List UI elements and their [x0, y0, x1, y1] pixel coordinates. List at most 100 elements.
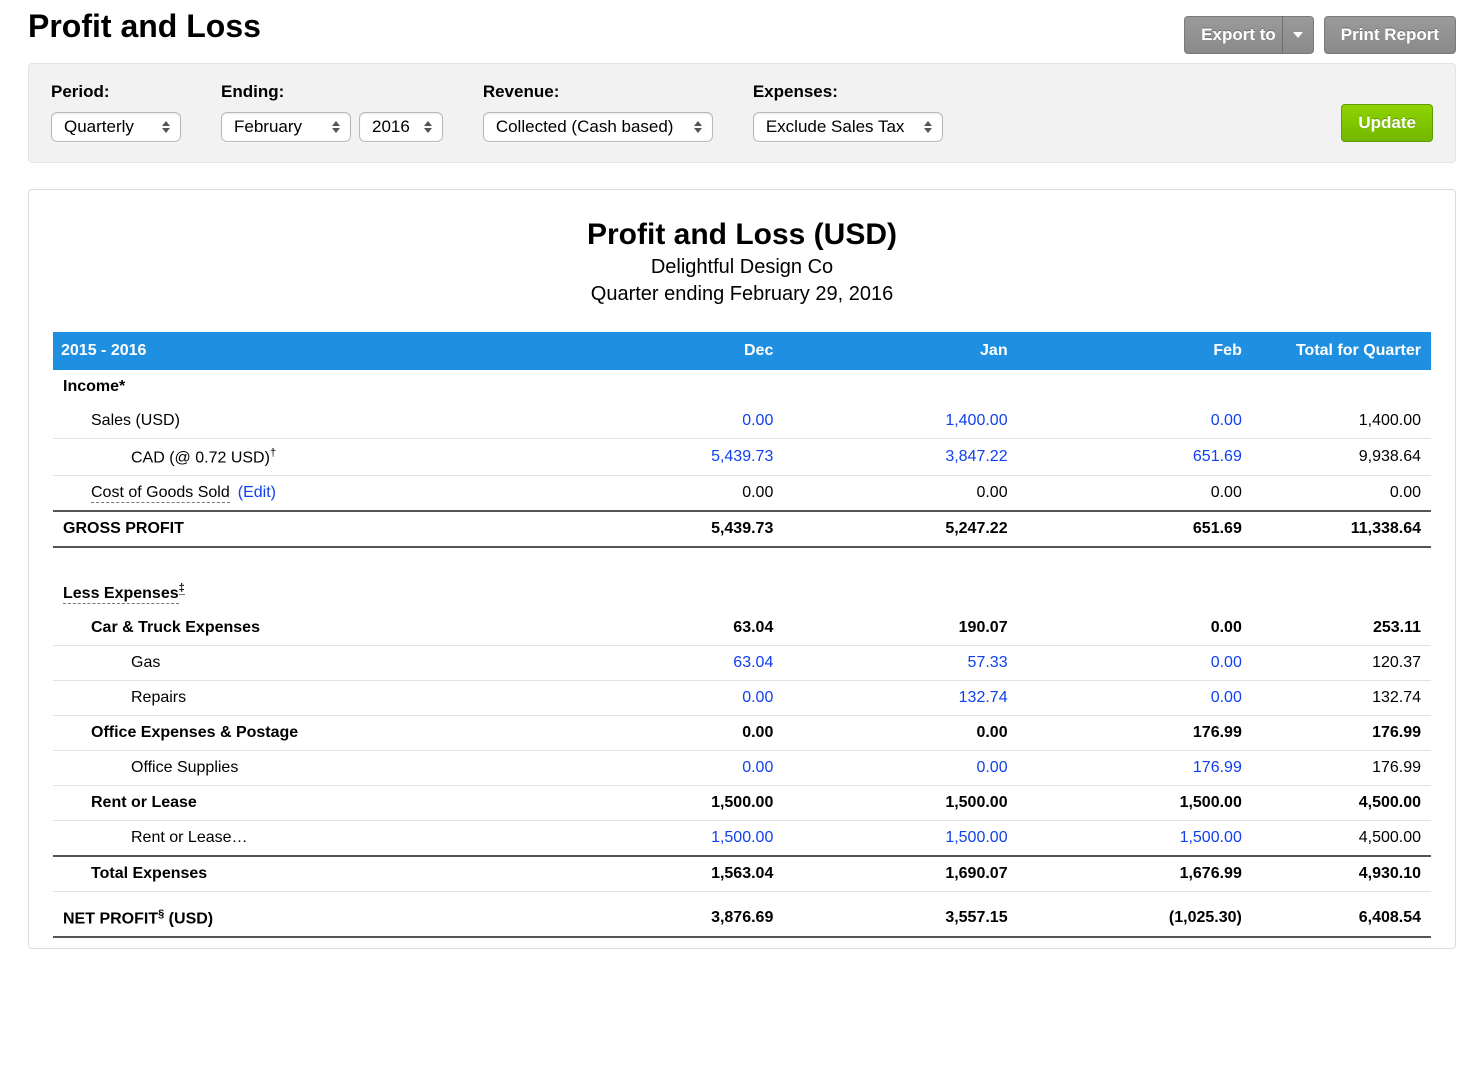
cad-jan[interactable]: 3,847.22	[783, 439, 1017, 476]
rent-sub-label: Rent or Lease…	[63, 829, 539, 847]
sales-feb[interactable]: 0.00	[1018, 404, 1252, 439]
repairs-total: 132.74	[1252, 680, 1431, 715]
row-rent: Rent or Lease 1,500.00 1,500.00 1,500.00…	[53, 785, 1431, 820]
section-income-header: Income*	[53, 370, 1431, 404]
supplies-total: 176.99	[1252, 750, 1431, 785]
row-cad: CAD (@ 0.72 USD)† 5,439.73 3,847.22 651.…	[53, 439, 1431, 476]
cad-label: CAD (@ 0.72 USD)	[131, 449, 270, 466]
cogs-dec: 0.00	[549, 476, 783, 512]
net-label-suffix: (USD)	[164, 910, 213, 927]
report-period-line: Quarter ending February 29, 2016	[53, 283, 1431, 306]
profit-loss-table: 2015 - 2016 Dec Jan Feb Total for Quarte…	[53, 332, 1431, 938]
page-title: Profit and Loss	[28, 8, 261, 45]
gas-feb[interactable]: 0.00	[1018, 645, 1252, 680]
gas-dec[interactable]: 63.04	[549, 645, 783, 680]
car-label: Car & Truck Expenses	[63, 619, 539, 637]
row-repairs: Repairs 0.00 132.74 0.00 132.74	[53, 680, 1431, 715]
net-label-prefix: NET PROFIT	[63, 910, 158, 927]
col-month-1: Dec	[549, 332, 783, 370]
export-label: Export to	[1201, 25, 1276, 45]
gas-jan[interactable]: 57.33	[783, 645, 1017, 680]
col-month-2: Jan	[783, 332, 1017, 370]
export-button[interactable]: Export to	[1184, 16, 1292, 54]
ending-year-select[interactable]: 2016	[359, 112, 443, 142]
net-feb: (1,025.30)	[1018, 891, 1252, 937]
col-year-range: 2015 - 2016	[53, 332, 549, 370]
ending-year-value: 2016	[372, 117, 410, 137]
expenses-select[interactable]: Exclude Sales Tax	[753, 112, 943, 142]
car-total: 253.11	[1252, 611, 1431, 646]
ending-month-select[interactable]: February	[221, 112, 351, 142]
col-total: Total for Quarter	[1252, 332, 1431, 370]
rent-total: 4,500.00	[1252, 785, 1431, 820]
net-total: 6,408.54	[1252, 891, 1431, 937]
top-actions: Export to Print Report	[1184, 16, 1456, 54]
report-card: Profit and Loss (USD) Delightful Design …	[28, 189, 1456, 949]
cogs-total: 0.00	[1252, 476, 1431, 512]
row-total-expenses: Total Expenses 1,563.04 1,690.07 1,676.9…	[53, 856, 1431, 892]
total-exp-label: Total Expenses	[63, 865, 539, 883]
supplies-dec[interactable]: 0.00	[549, 750, 783, 785]
cogs-edit-link[interactable]: (Edit)	[238, 484, 276, 501]
col-month-3: Feb	[1018, 332, 1252, 370]
row-sales: Sales (USD) 0.00 1,400.00 0.00 1,400.00	[53, 404, 1431, 439]
cogs-label: Cost of Goods Sold	[91, 484, 230, 503]
supplies-feb[interactable]: 176.99	[1018, 750, 1252, 785]
ending-month-value: February	[234, 117, 302, 137]
rent-sub-feb[interactable]: 1,500.00	[1018, 820, 1252, 856]
updown-icon	[924, 121, 932, 133]
rent-sub-total: 4,500.00	[1252, 820, 1431, 856]
cad-total: 9,938.64	[1252, 439, 1431, 476]
cad-feb[interactable]: 651.69	[1018, 439, 1252, 476]
sales-dec[interactable]: 0.00	[549, 404, 783, 439]
repairs-label: Repairs	[63, 689, 539, 707]
office-dec: 0.00	[549, 715, 783, 750]
net-jan: 3,557.15	[783, 891, 1017, 937]
ending-label: Ending:	[221, 82, 443, 102]
revenue-select[interactable]: Collected (Cash based)	[483, 112, 713, 142]
repairs-feb[interactable]: 0.00	[1018, 680, 1252, 715]
revenue-label: Revenue:	[483, 82, 713, 102]
updown-icon	[162, 121, 170, 133]
rent-dec: 1,500.00	[549, 785, 783, 820]
sales-label: Sales (USD)	[63, 412, 539, 430]
print-report-button[interactable]: Print Report	[1324, 16, 1456, 54]
sales-jan[interactable]: 1,400.00	[783, 404, 1017, 439]
car-jan: 190.07	[783, 611, 1017, 646]
rent-sub-jan[interactable]: 1,500.00	[783, 820, 1017, 856]
total-exp-feb: 1,676.99	[1018, 856, 1252, 892]
office-total: 176.99	[1252, 715, 1431, 750]
less-expenses-label: Less Expenses	[63, 585, 179, 604]
filter-expenses: Expenses: Exclude Sales Tax	[753, 82, 943, 142]
rent-jan: 1,500.00	[783, 785, 1017, 820]
period-select[interactable]: Quarterly	[51, 112, 181, 142]
filter-update: Update	[1341, 104, 1433, 142]
total-exp-jan: 1,690.07	[783, 856, 1017, 892]
rent-sub-dec[interactable]: 1,500.00	[549, 820, 783, 856]
revenue-value: Collected (Cash based)	[496, 117, 674, 137]
gross-dec: 5,439.73	[549, 511, 783, 547]
total-exp-dec: 1,563.04	[549, 856, 783, 892]
gross-label: GROSS PROFIT	[53, 511, 549, 547]
filter-revenue: Revenue: Collected (Cash based)	[483, 82, 713, 142]
row-gas: Gas 63.04 57.33 0.00 120.37	[53, 645, 1431, 680]
rent-feb: 1,500.00	[1018, 785, 1252, 820]
less-expenses-ddagger: ‡	[179, 582, 185, 595]
row-rent-sub: Rent or Lease… 1,500.00 1,500.00 1,500.0…	[53, 820, 1431, 856]
net-dec: 3,876.69	[549, 891, 783, 937]
row-office-expenses: Office Expenses & Postage 0.00 0.00 176.…	[53, 715, 1431, 750]
chevron-down-icon	[1293, 32, 1303, 38]
filter-panel: Period: Quarterly Ending: February 2016 …	[28, 63, 1456, 163]
update-button[interactable]: Update	[1341, 104, 1433, 142]
repairs-jan[interactable]: 132.74	[783, 680, 1017, 715]
row-net-profit: NET PROFIT§ (USD) 3,876.69 3,557.15 (1,0…	[53, 891, 1431, 937]
repairs-dec[interactable]: 0.00	[549, 680, 783, 715]
cad-dec[interactable]: 5,439.73	[549, 439, 783, 476]
expenses-value: Exclude Sales Tax	[766, 117, 905, 137]
supplies-label: Office Supplies	[63, 759, 539, 777]
gross-feb: 651.69	[1018, 511, 1252, 547]
filter-ending: Ending: February 2016	[221, 82, 443, 142]
export-caret-button[interactable]	[1282, 16, 1314, 54]
supplies-jan[interactable]: 0.00	[783, 750, 1017, 785]
filter-period: Period: Quarterly	[51, 82, 181, 142]
